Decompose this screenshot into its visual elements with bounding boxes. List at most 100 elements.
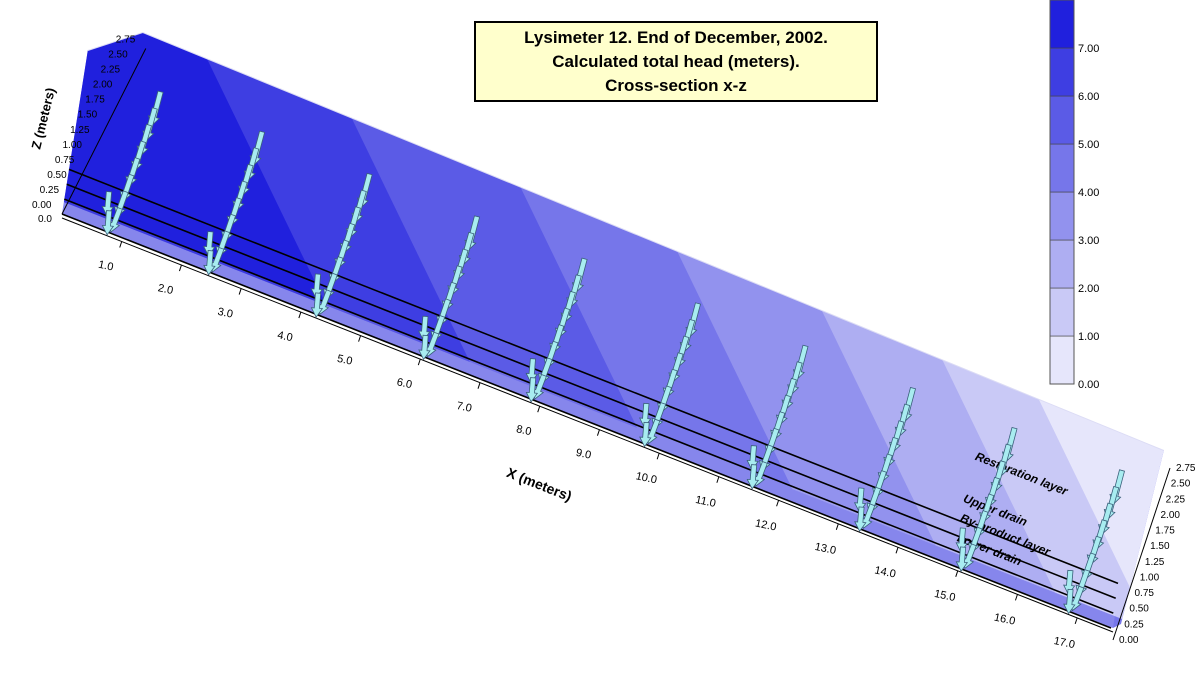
flow-vector-low-4-1 [525,377,539,403]
z-tick-label-left-9: 2.00 [93,80,113,91]
x-tick-label-5: 6.0 [396,376,413,391]
flow-vector-low-8-1 [955,546,969,572]
z-tick-label-left-5: 1.00 [63,140,83,151]
z-tick-label-right-2: 0.50 [1129,604,1149,615]
colorbar-band-2 [1049,239,1075,289]
z-axis-label: Z (meters) [28,86,58,151]
flow-vector-2-7 [317,289,332,315]
layer-line-2 [64,198,1114,614]
colorbar-label-2: 2.00 [1078,283,1099,295]
z-tick-label-right-11: 2.75 [1176,463,1196,474]
z-axis-line-left [61,48,147,215]
x-tick-label-6: 7.0 [455,400,472,415]
x-tick-label-13: 14.0 [873,564,896,580]
title-line-3: Cross-section x-z [605,76,747,95]
colorbar: 0.00 1.00 2.00 3.00 4.00 5.00 6.00 7.00 [1049,0,1099,391]
z-tick-label-left-7: 1.50 [78,110,98,121]
x-tick-mark-6 [477,382,481,389]
z-tick-label-right-6: 1.50 [1150,541,1170,552]
z-tick-label-left-2: 0.25 [40,185,60,196]
z-axis-line-right [1112,467,1171,641]
x-tick-mark-13 [895,547,899,554]
flow-vector-low-1-1 [203,250,216,276]
colorbar-band-1 [1049,287,1075,337]
x-tick-label-12: 13.0 [814,541,837,557]
colorbar-label-7: 7.00 [1078,43,1099,55]
flow-vector-low-9-1 [1063,588,1076,615]
colorbar-label-3: 3.00 [1078,235,1099,247]
colorbar-label-6: 6.00 [1078,91,1099,103]
x-tick-mark-16 [1074,617,1078,625]
flow-vector-low-2-1 [310,292,324,318]
colorbar-band-5 [1049,95,1075,145]
x-tick-mark-9 [656,453,660,460]
z-tick-label-left-6: 1.25 [70,125,90,136]
x-tick-mark-7 [537,406,541,413]
x-tick-label-2: 3.0 [216,306,233,321]
colorbar-frame [1049,0,1075,385]
z-tick-label-right-5: 1.25 [1145,557,1165,568]
flow-vector-low-7-1 [854,506,867,532]
colorbar-label-0: 0.00 [1078,379,1099,391]
slab-top-edge [87,31,1164,451]
contour-band-8 [62,32,327,306]
x-tick-label-14: 15.0 [933,588,956,604]
z-tick-label-right-4: 1.00 [1140,573,1160,584]
x-tick-label-9: 10.0 [635,470,658,486]
z-tick-label-right-7: 1.75 [1155,526,1175,537]
z-tick-label-right-1: 0.25 [1124,619,1144,630]
z-tick-label-right-0: 0.00 [1119,635,1139,646]
x-tick-mark-5 [417,358,421,366]
colorbar-band-3 [1049,191,1075,241]
x-tick-mark-2 [238,288,242,295]
colorbar-label-1: 1.00 [1078,331,1099,343]
x-tick-label-16: 17.0 [1053,635,1076,651]
colorbar-band-4 [1049,143,1075,193]
z-tick-label-right-10: 2.50 [1171,479,1191,490]
colorbar-band-0 [1049,335,1075,385]
x-tick-mark-1 [178,264,182,272]
flow-vector-low-5-1 [639,421,652,448]
title-line-2: Calculated total head (meters). [552,52,800,71]
z-tick-label-left-8: 1.75 [85,95,105,106]
x-tick-label-1: 2.0 [157,282,174,297]
chart-title: Lysimeter 12. End of December, 2002. Cal… [474,21,878,102]
x-tick-mark-11 [776,500,780,507]
x-tick-mark-10 [716,476,720,483]
flow-vector-low-6-1 [746,464,760,490]
colorbar-label-5: 5.00 [1078,139,1099,151]
x-axis-line [61,217,1114,633]
z-tick-label-left-1: 0.00 [32,200,52,211]
layer-line-0 [68,168,1119,585]
z-tick-label-left-10: 2.25 [101,65,121,76]
x-tick-label-4: 5.0 [336,353,353,368]
axes: 1.0 2.0 3.0 4.0 5.0 6.0 7.0 8.0 9.0 10.0 11.0 12.0 1… [28,35,1196,652]
x-tick-label-10: 11.0 [694,494,717,510]
x-tick-mark-15 [1014,594,1018,601]
x-tick-mark-4 [358,335,362,342]
z-tick-label-right-9: 2.25 [1166,494,1186,505]
flow-vectors [101,90,1125,615]
colorbar-label-4: 4.00 [1078,187,1099,199]
x-axis-label: X (meters) [505,464,575,504]
title-line-1: Lysimeter 12. End of December, 2002. [524,28,828,47]
z-tick-label-left-12: 2.75 [116,35,136,46]
z-tick-label-left-11: 2.50 [108,50,128,61]
layer-line-3 [61,213,1112,629]
x-tick-label-8: 9.0 [575,447,592,462]
z-tick-label-right-3: 0.75 [1135,588,1155,599]
z-tick-label-right-8: 2.00 [1161,510,1181,521]
x-tick-mark-8 [596,429,600,436]
x-tick-mark-0 [119,241,123,248]
x-tick-label-11: 12.0 [754,517,777,533]
colorbar-band-6 [1049,47,1075,97]
x-tick-label-15: 16.0 [993,612,1016,628]
layer-line-1 [66,183,1116,600]
x-tick-label-3: 4.0 [276,329,293,344]
z-tick-label-left-4: 0.75 [55,155,75,166]
flow-vector-low-3-1 [418,334,431,361]
x-tick-mark-12 [835,523,839,530]
colorbar-band-7 [1049,0,1075,49]
